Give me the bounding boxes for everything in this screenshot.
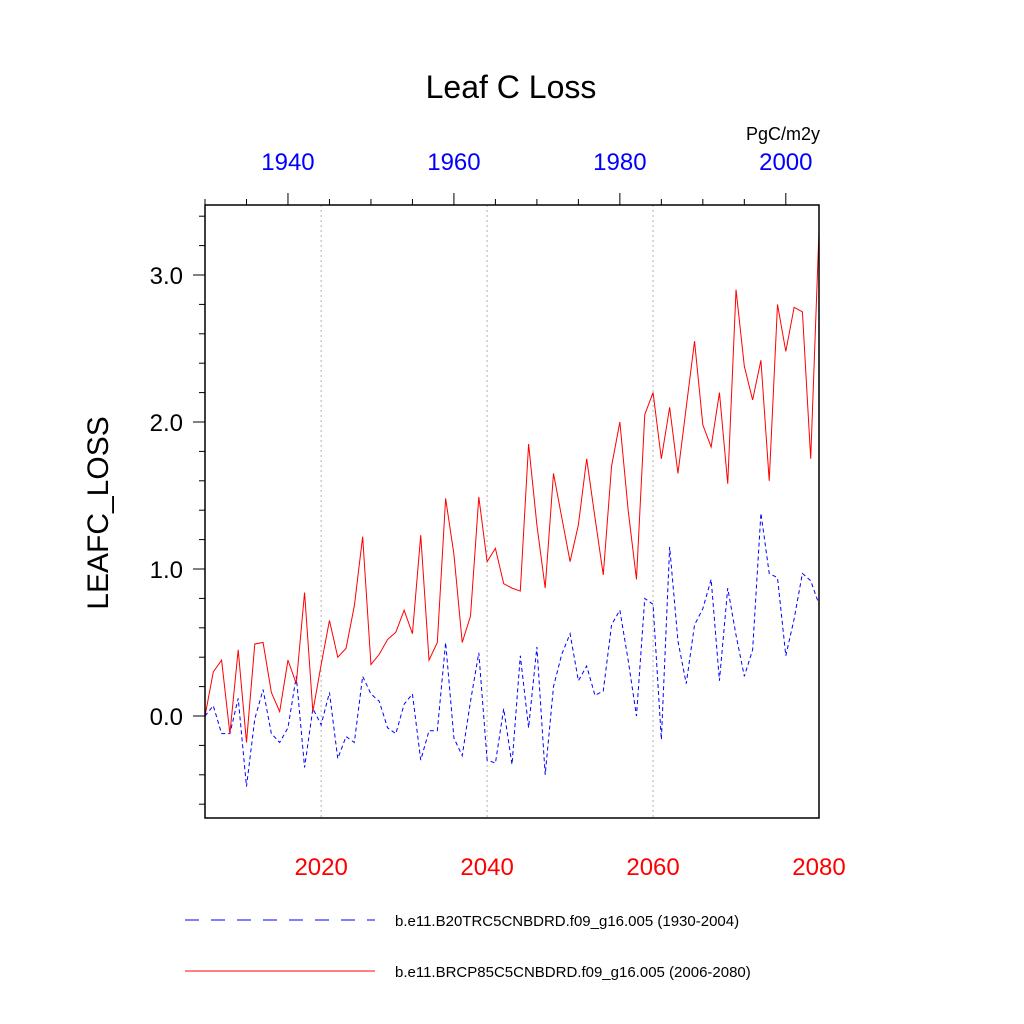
bottom-x-tick-label: 2040: [460, 854, 513, 881]
y-tick-label: 1.0: [150, 557, 183, 584]
plot-frame: [204, 204, 820, 819]
units-label: PgC/m2y: [746, 124, 820, 144]
y-tick-label: 2.0: [150, 410, 183, 437]
bottom-x-tick-label: 2020: [294, 854, 347, 881]
y-tick-label: 3.0: [150, 263, 183, 290]
series-lines: [204, 230, 820, 787]
gridlines: [320, 205, 654, 818]
top-x-tick-label: 1980: [593, 149, 646, 176]
top-x-tick-label: 1960: [427, 149, 480, 176]
top-x-tick-label: 2000: [759, 149, 812, 176]
y-axis-label: LEAFC_LOSS: [82, 416, 115, 609]
legend: b.e11.B20TRC5CNBDRD.f09_g16.005 (1930-20…: [185, 913, 751, 981]
bottom-x-axis: 2020 2040 2060 2080: [294, 854, 845, 881]
y-axis: 0.0 1.0 2.0 3.0: [150, 215, 205, 805]
y-tick-label: 0.0: [150, 704, 183, 731]
bottom-x-tick-label: 2080: [792, 854, 845, 881]
legend-label-series-2: b.e11.BRCP85C5CNBDRD.f09_g16.005 (2006-2…: [395, 964, 751, 981]
series-line-1: [204, 513, 820, 787]
legend-label-series-1: b.e11.B20TRC5CNBDRD.f09_g16.005 (1930-20…: [395, 913, 739, 930]
top-x-axis: 1940 1960 1980 2000: [204, 149, 813, 205]
series-line-2: [204, 230, 820, 743]
top-x-tick-label: 1940: [261, 149, 314, 176]
chart-title: Leaf C Loss: [426, 69, 597, 105]
bottom-x-tick-label: 2060: [626, 854, 679, 881]
